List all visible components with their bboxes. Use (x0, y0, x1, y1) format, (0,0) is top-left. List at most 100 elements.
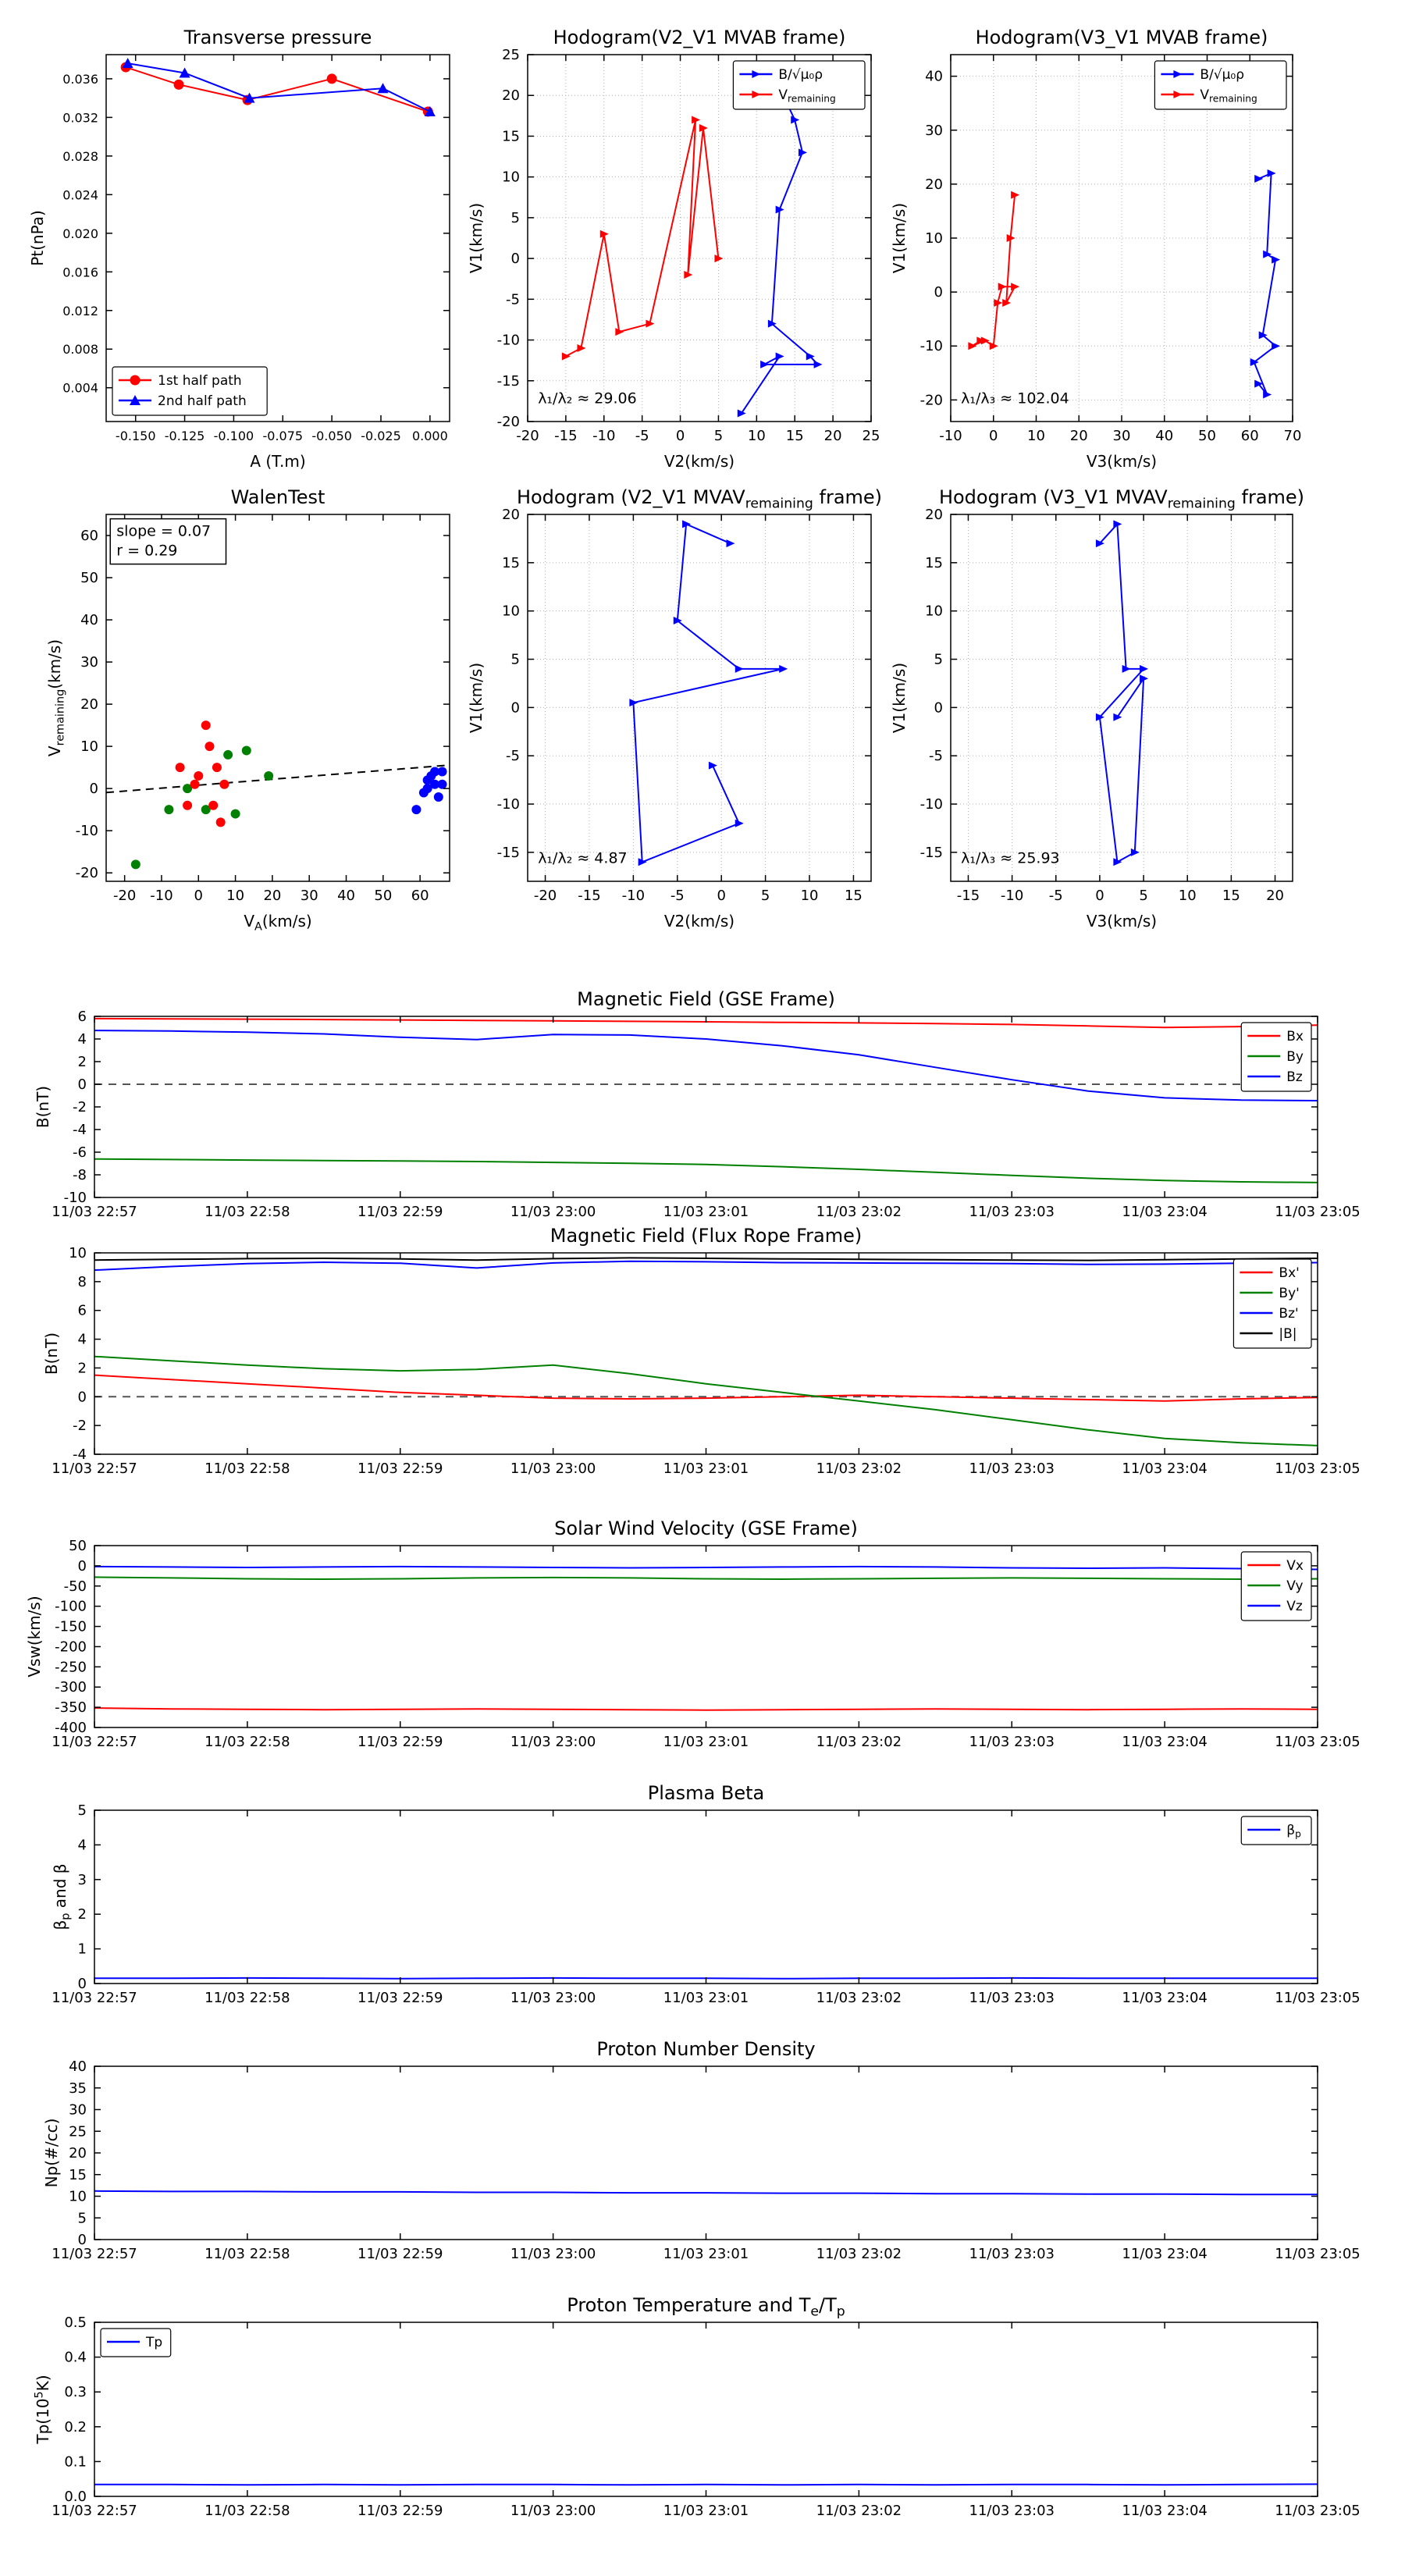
x-tick-label: 0 (717, 888, 725, 904)
x-tick-label: 10 (226, 888, 244, 904)
x-tick-label: 15 (1222, 888, 1240, 904)
x-tick-label: 11/03 23:05 (1275, 2503, 1360, 2519)
y-tick-label: -8 (73, 1167, 87, 1183)
annotation-box (109, 518, 227, 565)
series-Vy (94, 1576, 1318, 1581)
y-tick-label: 0.020 (62, 226, 98, 241)
x-tick-label: 11/03 23:02 (816, 1461, 902, 1477)
dot-marker (175, 763, 185, 773)
dot-marker (183, 784, 193, 794)
chart-proton-temperature: 11/03 22:57 11/03 22:58 11/03 22:59 11/03 2… (33, 2294, 1360, 2519)
y-tick-label: 2 (78, 1054, 87, 1070)
arrow-marker (1011, 190, 1020, 199)
y-tick-label: 0.016 (62, 265, 98, 279)
y-tick-label: 10 (502, 603, 520, 620)
y-tick-label: -10 (920, 796, 943, 813)
x-tick-label: 11/03 22:58 (205, 1461, 290, 1477)
y-tick-label: 30 (925, 123, 943, 139)
chart-title: Proton Temperature and Te/Tp (567, 2294, 845, 2319)
x-tick-label: 15 (845, 888, 863, 904)
x-tick-label: 11/03 23:03 (969, 2246, 1055, 2262)
y-tick-label: -10 (497, 796, 520, 813)
dot-marker (183, 800, 193, 810)
dot-marker (205, 742, 215, 752)
x-tick-label: 11/03 23:00 (510, 1461, 596, 1477)
chart-proton-density: 11/03 22:57 11/03 22:58 11/03 22:59 11/03 2… (42, 2038, 1361, 2262)
y-tick-label: 5 (78, 1802, 87, 1819)
x-tick-label: -10 (939, 428, 962, 444)
triangle-marker (122, 58, 133, 69)
axes-background (106, 55, 450, 422)
x-tick-label: 11/03 22:58 (205, 1734, 290, 1750)
x-tick-label: 25 (863, 428, 880, 444)
axes-background (528, 514, 871, 881)
legend-label: 1st half path (158, 373, 242, 389)
y-tick-label: -4 (73, 1446, 87, 1463)
legend-box (112, 366, 268, 416)
y-tick-label: 0.0 (64, 2489, 87, 2505)
x-tick-label: -0.050 (311, 429, 352, 443)
chart-svg: 11/03 22:57 11/03 22:58 11/03 22:59 11/03 2… (42, 1225, 1361, 1477)
arrow-marker (1113, 520, 1122, 528)
x-tick-label: 11/03 23:00 (510, 2246, 596, 2262)
y-tick-label: -300 (55, 1679, 87, 1695)
legend-label: Bz (1286, 1069, 1303, 1085)
y-tick-label: 0.008 (62, 342, 98, 357)
dot-marker (411, 805, 422, 815)
axes-frame (527, 54, 872, 422)
y-tick-label: 2 (78, 1360, 87, 1376)
axes-frame (950, 514, 1293, 882)
chart-svg: 11/03 22:57 11/03 22:58 11/03 22:59 11/03 2… (34, 988, 1361, 1220)
chart-solar-wind-velocity: 11/03 22:57 11/03 22:58 11/03 22:59 11/03 2… (25, 1517, 1361, 1750)
y-tick-label: 0 (78, 1389, 87, 1405)
y-tick-label: 15 (502, 555, 520, 571)
chart-title: Magnetic Field (GSE Frame) (577, 988, 835, 1010)
chart-title: Transverse pressure (183, 27, 372, 48)
axes-frame (105, 514, 450, 882)
arrow-marker (726, 539, 735, 548)
x-tick-label: -5 (1049, 888, 1063, 904)
y-tick-label: 60 (80, 528, 98, 544)
x-tick-label: 11/03 23:00 (510, 1204, 596, 1220)
arrow-marker (646, 319, 655, 328)
legend-label: |B| (1279, 1326, 1297, 1342)
y-tick-label: 50 (80, 570, 98, 586)
axes-background (94, 1810, 1318, 1984)
arrow-marker (1113, 713, 1122, 721)
arrow-marker (1140, 664, 1149, 673)
chart-hodogram-v3v1-mvav: -15 -10 -5 0 5 10 15 20 -15 -10 -5 0 5 10 15 20 Hodogram… (890, 486, 1304, 930)
chart-title: Hodogram(V2_V1 MVAB frame) (553, 27, 846, 48)
x-tick-label: 11/03 23:05 (1275, 2246, 1360, 2262)
x-tick-label: 11/03 23:05 (1275, 1990, 1360, 2006)
x-axis-label: V3(km/s) (1087, 912, 1157, 930)
annotation-text: λ₁/λ₃ ≈ 102.04 (961, 390, 1069, 407)
chart-title: Solar Wind Velocity (GSE Frame) (554, 1517, 858, 1539)
y-tick-label: 4 (78, 1837, 87, 1853)
arrow-marker (1130, 848, 1140, 856)
y-axis-label: Vremaining(km/s) (45, 639, 66, 756)
x-tick-label: -10 (622, 888, 645, 904)
arrow-marker (561, 352, 571, 361)
arrow-marker (752, 70, 761, 78)
x-axis-label: V2(km/s) (664, 912, 735, 930)
y-tick-label: 3 (78, 1872, 87, 1888)
chart-hodogram-v2v1-mvab: -20 -15 -10 -5 0 5 10 15 20 25 -20 -15 -10 -5 0 5 10 15 20… (467, 27, 880, 471)
chart-title: WalenTest (231, 486, 325, 508)
x-tick-label: 5 (1139, 888, 1147, 904)
y-axis-label: V1(km/s) (890, 203, 909, 273)
axes-background (94, 2066, 1318, 2240)
axes-background (94, 2322, 1318, 2496)
x-tick-label: 11/03 23:05 (1275, 1734, 1360, 1750)
y-tick-label: -20 (76, 865, 98, 881)
y-tick-label: 0.036 (62, 72, 98, 87)
x-tick-label: 11/03 23:02 (816, 1990, 902, 2006)
x-tick-label: 11/03 22:59 (357, 1204, 443, 1220)
dot-marker (130, 859, 140, 870)
y-tick-label: 0 (511, 699, 520, 716)
x-tick-label: 40 (1155, 428, 1173, 444)
circle-marker (173, 79, 184, 90)
y-tick-label: -20 (920, 392, 943, 408)
legend-label: Bx' (1279, 1265, 1299, 1281)
x-tick-label: 10 (1027, 428, 1045, 444)
y-tick-label: 15 (502, 128, 520, 144)
